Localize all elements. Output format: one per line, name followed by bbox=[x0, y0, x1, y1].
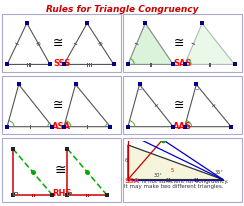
Text: 6: 6 bbox=[124, 158, 128, 163]
Text: SSA: SSA bbox=[124, 178, 139, 184]
Text: 11: 11 bbox=[165, 178, 171, 183]
Text: 35°: 35° bbox=[215, 170, 224, 175]
Bar bbox=[13, 192, 17, 195]
Text: ≅: ≅ bbox=[54, 163, 66, 177]
Text: 5: 5 bbox=[171, 168, 174, 173]
Text: 30°: 30° bbox=[153, 173, 162, 178]
Bar bbox=[67, 192, 71, 195]
Polygon shape bbox=[128, 145, 223, 180]
Polygon shape bbox=[128, 23, 173, 64]
Text: is not sufficient for congruency.: is not sufficient for congruency. bbox=[142, 179, 228, 184]
Text: SSS: SSS bbox=[53, 60, 70, 68]
Text: ASA: ASA bbox=[52, 122, 71, 131]
Polygon shape bbox=[128, 23, 173, 64]
Text: 11: 11 bbox=[194, 178, 200, 183]
Text: RHS: RHS bbox=[52, 189, 71, 198]
Text: AAS: AAS bbox=[173, 122, 192, 131]
Text: Rules for Triangle Congruency: Rules for Triangle Congruency bbox=[46, 5, 198, 14]
Polygon shape bbox=[185, 23, 234, 64]
Text: ≅: ≅ bbox=[174, 98, 184, 112]
Text: SAS: SAS bbox=[173, 60, 192, 68]
Text: ≅: ≅ bbox=[53, 98, 63, 112]
Text: It may make two different triangles.: It may make two different triangles. bbox=[124, 184, 224, 189]
Text: ≅: ≅ bbox=[174, 37, 184, 50]
Text: ≅: ≅ bbox=[53, 37, 63, 50]
